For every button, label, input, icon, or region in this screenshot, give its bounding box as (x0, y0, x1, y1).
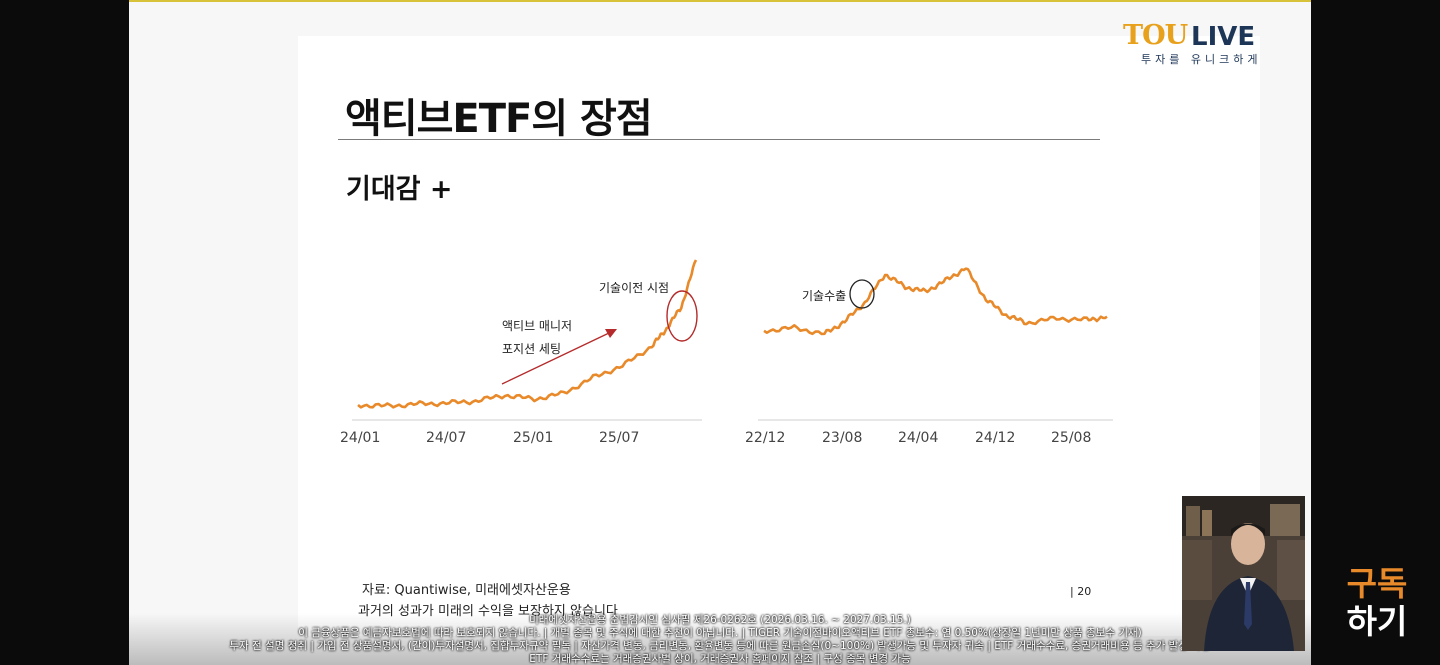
presenter-image (1182, 496, 1305, 651)
slide-title: 액티브ETF의 장점 (345, 96, 653, 142)
logo-word-left: TOU (1123, 20, 1188, 51)
disclaimer-line: 투자 전 설명 청취 | 가입 전 상품설명서, (간이)투자설명서, 집합투자… (229, 640, 1211, 652)
page-number: | 20 (1070, 585, 1092, 598)
disclaimer-line: 이 금융상품은 예금자보호법에 따라 보호되지 않습니다. | 개별 종목 및 … (298, 627, 1142, 639)
highlight-circle (849, 279, 875, 309)
logo-tagline: 투자를 유니크하게 (1141, 53, 1262, 66)
subscribe-button[interactable]: 구독 하기 (1340, 565, 1414, 641)
slide-subtitle: 기대감 + (346, 174, 453, 205)
performance-caution: 과거의 성과가 미래의 수익을 보장하지 않습니다 (358, 604, 618, 619)
subscribe-line1: 구독 (1346, 564, 1408, 603)
x-tick: 25/01 (513, 430, 554, 446)
disclaimer-overlay: 미래에셋자산운용 준법감시인 심사필 제26-0262호 (2026.03.16… (129, 613, 1311, 665)
trend-arrow-line (501, 332, 610, 385)
title-divider (338, 139, 1100, 140)
series-line (357, 259, 698, 409)
source-note: 자료: Quantiwise, 미래에셋자산운용 (362, 583, 571, 598)
annotation-tech-export: 기술수출 (802, 289, 847, 303)
disclaimer-line: ETF 거래수수료는 거래증권사별 상이, 거래증권사 홈페이지 참조 | 구성… (529, 653, 911, 665)
x-tick: 24/04 (898, 430, 939, 446)
highlight-circle (666, 290, 698, 342)
chart-right (758, 267, 1113, 421)
trend-arrow-head (605, 329, 617, 338)
chart-left (352, 259, 702, 421)
disclaimer-line: 미래에셋자산운용 준법감시인 심사필 제26-0262호 (2026.03.16… (529, 614, 911, 626)
x-tick: 24/07 (426, 430, 467, 446)
toulive-logo: TOU LIVE 투자를 유니크하게 (1123, 18, 1293, 68)
slide-frame: 액티브ETF의 장점 기대감 + TOU LIVE 투자를 유니크하게 액티브 … (129, 0, 1311, 665)
x-tick: 25/07 (599, 430, 640, 446)
slide-page (298, 36, 1260, 636)
x-tick: 25/08 (1051, 430, 1092, 446)
x-tick: 24/12 (975, 430, 1016, 446)
charts-layer (352, 259, 1113, 421)
x-tick: 22/12 (745, 430, 786, 446)
x-tick: 23/08 (822, 430, 863, 446)
x-tick: 24/01 (340, 430, 381, 446)
subscribe-line2: 하기 (1346, 602, 1408, 641)
annotation-position: 포지션 세팅 (502, 342, 562, 356)
logo-word-right: LIVE (1191, 22, 1256, 52)
series-line (763, 267, 1108, 336)
presenter-webcam (1182, 496, 1305, 651)
annotation-manager: 액티브 매니저 (502, 319, 573, 333)
annotation-tech-transfer: 기술이전 시점 (599, 281, 670, 295)
